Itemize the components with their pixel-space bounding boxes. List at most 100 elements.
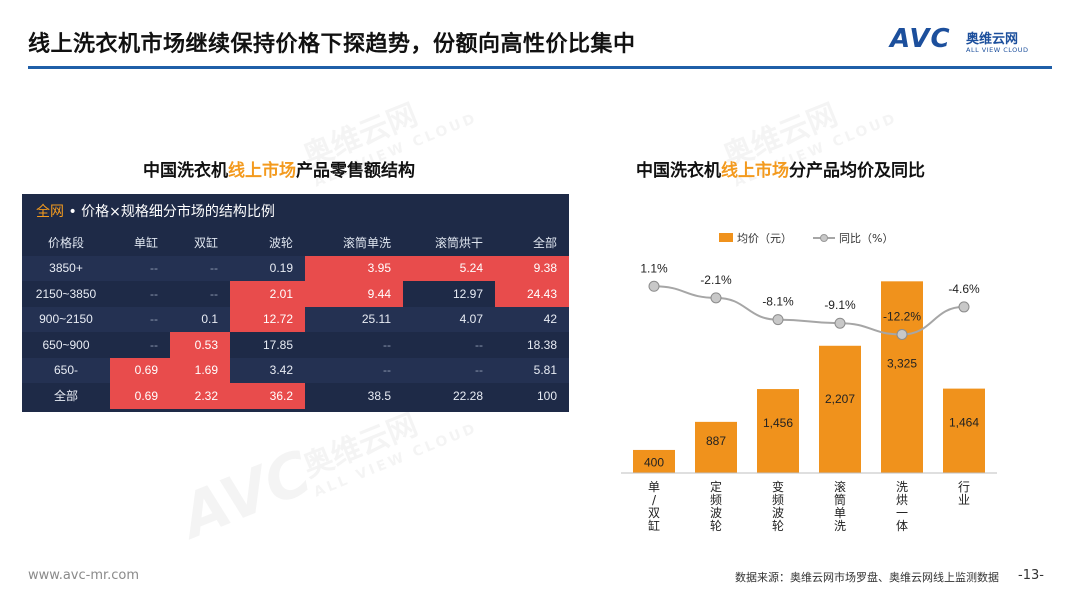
- table-cell: 12.72: [230, 306, 305, 332]
- table-cell: 38.5: [305, 383, 403, 409]
- table-body: 3850+ -- -- 0.19 3.95 5.24 9.38 2150~3850 -- -- 2.…: [22, 255, 569, 409]
- category-label-char: 缸: [648, 518, 660, 533]
- yoy-marker: [896, 328, 908, 340]
- table-cell: 3.42: [230, 357, 305, 383]
- table-cell: --: [305, 357, 403, 383]
- column-header: 滚筒烘干: [434, 236, 483, 251]
- category-label-char: 业: [958, 493, 970, 507]
- category-label-char: 轮: [710, 519, 722, 533]
- yoy-value-label: -12.2%: [883, 309, 921, 323]
- chart-bar: [633, 449, 675, 473]
- table-cell: 5.81: [495, 357, 569, 383]
- table-row: 2150~3850 -- -- 2.01 9.44 12.97 24.43: [22, 281, 569, 307]
- chart-section-title: 中国洗衣机线上市场分产品均价及同比: [636, 161, 925, 181]
- logo-name-en: ALL VIEW CLOUD: [966, 46, 1029, 54]
- table-section-title: 中国洗衣机线上市场产品零售额结构: [143, 161, 415, 181]
- table-cell: 12.97: [403, 281, 495, 307]
- table-cell: 3.95: [305, 255, 403, 281]
- yoy-marker: [710, 292, 722, 304]
- category-label-char: 洗: [896, 480, 908, 494]
- table-cell: 42: [495, 306, 569, 332]
- category-label-char: 一: [896, 506, 908, 520]
- chart-bar: [819, 345, 861, 473]
- table-cell: --: [110, 255, 170, 281]
- row-label: 3850+: [22, 255, 110, 281]
- category-label-char: 频: [772, 493, 784, 507]
- legend-swatch-avg-price: [719, 233, 733, 242]
- legend-label-avg-price: 均价（元）: [737, 232, 792, 245]
- bar-value-label: 400: [644, 455, 664, 469]
- column-header: 价格段: [47, 236, 84, 251]
- column-header: 单缸: [133, 236, 158, 251]
- table-cell: --: [403, 357, 495, 383]
- yoy-marker: [772, 314, 784, 326]
- watermark-mark: AVC: [172, 438, 321, 553]
- table-cell: 18.38: [495, 332, 569, 358]
- category-label-char: 定: [710, 479, 722, 494]
- footer-url: www.avc-mr.com: [28, 568, 140, 583]
- structure-table: 全网 • 价格×规格细分市场的结构比例 价格段 单缸 双缸 波轮 滚筒单洗 滚筒烘干 全部 …: [22, 194, 569, 412]
- yoy-value-label: 1.1%: [640, 261, 668, 275]
- table-cell: 2.01: [230, 281, 305, 307]
- category-label-char: 单: [648, 480, 660, 494]
- table-cell: 25.11: [305, 306, 403, 332]
- row-label: 全部: [22, 383, 110, 409]
- table-cell: --: [110, 332, 170, 358]
- table-header-row: 价格段 单缸 双缸 波轮 滚筒单洗 滚筒烘干 全部: [22, 230, 569, 256]
- legend-marker-yoy: [820, 234, 828, 242]
- table-cell: 17.85: [230, 332, 305, 358]
- category-label-char: /: [652, 493, 657, 507]
- column-header: 全部: [532, 236, 557, 251]
- table-cell: 1.69: [170, 357, 230, 383]
- table-cell: 22.28: [403, 383, 495, 409]
- category-label-char: 频: [710, 493, 722, 507]
- table-cell: 100: [495, 383, 569, 409]
- table-cell: 2.32: [170, 383, 230, 409]
- table-cell: --: [403, 332, 495, 358]
- column-header: 滚筒单洗: [342, 236, 391, 251]
- category-label-char: 体: [896, 519, 908, 533]
- row-label: 900~2150: [22, 306, 110, 332]
- chart-bar: [757, 389, 799, 473]
- category-label-char: 变: [772, 479, 784, 494]
- bar-value-label: 1,456: [763, 416, 793, 430]
- chart-bar: [695, 421, 737, 473]
- chart-bar: [881, 281, 923, 473]
- table-cell: 24.43: [495, 281, 569, 307]
- bar-value-label: 1,464: [949, 416, 979, 430]
- yoy-value-label: -4.6%: [948, 282, 980, 296]
- yoy-value-label: -8.1%: [762, 295, 794, 309]
- logo-mark: AVC: [890, 24, 951, 54]
- category-label-char: 洗: [834, 519, 846, 533]
- yoy-marker: [958, 301, 970, 313]
- yoy-marker: [648, 280, 660, 292]
- table-cell: --: [110, 281, 170, 307]
- yoy-value-label: -9.1%: [824, 298, 856, 312]
- table-header: 全网 • 价格×规格细分市场的结构比例: [36, 204, 275, 220]
- row-label: 650-: [22, 357, 110, 383]
- table-cell: 9.38: [495, 255, 569, 281]
- legend-label-yoy: 同比（%）: [839, 232, 893, 245]
- column-header: 双缸: [193, 236, 218, 251]
- bar-value-label: 2,207: [825, 392, 855, 406]
- table-cell: 9.44: [305, 281, 403, 307]
- structure-table-grid: 价格段 单缸 双缸 波轮 滚筒单洗 滚筒烘干 全部 3850+ -- -- 0.19 3.95 5.2…: [22, 230, 569, 409]
- table-cell: 0.69: [110, 357, 170, 383]
- category-label-char: 波: [772, 506, 784, 520]
- bar-value-label: 887: [706, 434, 726, 448]
- data-source-note: 数据来源：奥维云网市场罗盘、奥维云网线上监测数据: [735, 571, 999, 584]
- logo-name-cn: 奥维云网: [966, 32, 1019, 47]
- table-cell: 0.69: [110, 383, 170, 409]
- category-label-char: 滚: [834, 479, 846, 494]
- category-label-char: 烘: [896, 493, 908, 507]
- table-cell: 5.24: [403, 255, 495, 281]
- table-row: 650- 0.69 1.69 3.42 -- -- 5.81: [22, 357, 569, 383]
- column-header: 波轮: [268, 236, 293, 251]
- category-label-char: 单: [834, 506, 846, 520]
- table-cell: --: [170, 255, 230, 281]
- avc-logo: AVC 奥维云网 ALL VIEW CLOUD: [890, 24, 1055, 60]
- yoy-value-label: -2.1%: [700, 273, 732, 287]
- slide-title: 线上洗衣机市场继续保持价格下探趋势，份额向高性价比集中: [28, 32, 636, 57]
- category-label-char: 波: [710, 506, 722, 520]
- category-label-char: 筒: [834, 492, 846, 507]
